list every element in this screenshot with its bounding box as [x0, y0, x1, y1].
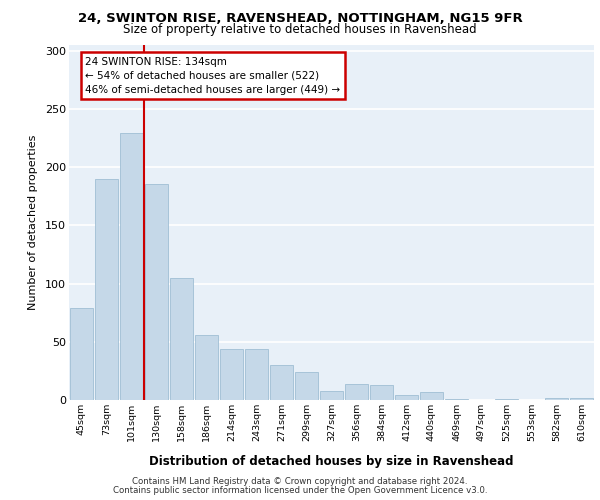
Bar [494, 399, 518, 400]
X-axis label: Distribution of detached houses by size in Ravenshead: Distribution of detached houses by size … [149, 455, 514, 468]
Text: Contains public sector information licensed under the Open Government Licence v3: Contains public sector information licen… [113, 486, 487, 495]
Bar [269, 365, 293, 400]
Y-axis label: Number of detached properties: Number of detached properties [28, 135, 38, 310]
Text: 24, SWINTON RISE, RAVENSHEAD, NOTTINGHAM, NG15 9FR: 24, SWINTON RISE, RAVENSHEAD, NOTTINGHAM… [77, 12, 523, 26]
Bar [70, 308, 94, 400]
Bar [419, 392, 443, 400]
Bar [295, 372, 319, 400]
Bar [145, 184, 169, 400]
Text: Contains HM Land Registry data © Crown copyright and database right 2024.: Contains HM Land Registry data © Crown c… [132, 477, 468, 486]
Bar [445, 399, 469, 400]
Bar [395, 396, 418, 400]
Bar [95, 179, 118, 400]
Bar [220, 349, 244, 400]
Bar [170, 278, 193, 400]
Bar [194, 335, 218, 400]
Bar [344, 384, 368, 400]
Bar [569, 398, 593, 400]
Bar [545, 398, 568, 400]
Bar [370, 385, 394, 400]
Bar [320, 390, 343, 400]
Text: Size of property relative to detached houses in Ravenshead: Size of property relative to detached ho… [123, 22, 477, 36]
Bar [119, 134, 143, 400]
Bar [245, 349, 268, 400]
Text: 24 SWINTON RISE: 134sqm
← 54% of detached houses are smaller (522)
46% of semi-d: 24 SWINTON RISE: 134sqm ← 54% of detache… [85, 56, 340, 94]
